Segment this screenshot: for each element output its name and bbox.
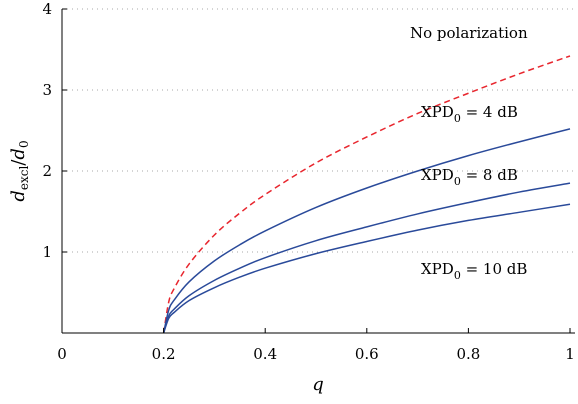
series-line-1 xyxy=(162,128,571,334)
series-layer xyxy=(162,55,571,334)
grid-layer xyxy=(62,8,575,253)
x-tick-label: 0.8 xyxy=(456,345,480,363)
y-axis-title-sub: excl xyxy=(17,165,31,190)
annotation-xpd-8db: XPD0 = 8 dB xyxy=(421,166,518,188)
x-tick-label: 0.4 xyxy=(253,345,277,363)
x-axis-title: q xyxy=(312,374,324,395)
annotation-no-polarization: No polarization xyxy=(410,24,528,42)
y-axis-title: dexcl/d0 xyxy=(8,140,31,201)
y-axis-title-main2: d xyxy=(8,148,29,160)
x-tick-label: 0 xyxy=(57,345,67,363)
x-tick-label: 0.6 xyxy=(355,345,379,363)
y-tick-label: 2 xyxy=(42,162,52,180)
y-axis-title-sub2: 0 xyxy=(17,140,31,148)
annotation-xpd-4db: XPD0 = 4 dB xyxy=(421,103,518,125)
y-axis-title-slash: / xyxy=(8,159,29,166)
y-axis-title-main: d xyxy=(8,190,29,202)
y-tick-label: 4 xyxy=(42,0,52,18)
x-tick-label: 1 xyxy=(565,345,575,363)
series-line-2 xyxy=(162,182,571,334)
y-tick-label: 1 xyxy=(42,243,52,261)
series-line-3 xyxy=(162,203,571,334)
series-line-0 xyxy=(162,55,571,334)
y-tick-label: 3 xyxy=(42,81,52,99)
annotation-xpd-10db: XPD0 = 10 dB xyxy=(421,260,527,282)
tick-layer: 1 2 3 4 0 0.2 0.4 0.6 0.8 1 xyxy=(42,0,574,363)
x-tick-label: 0.2 xyxy=(152,345,176,363)
